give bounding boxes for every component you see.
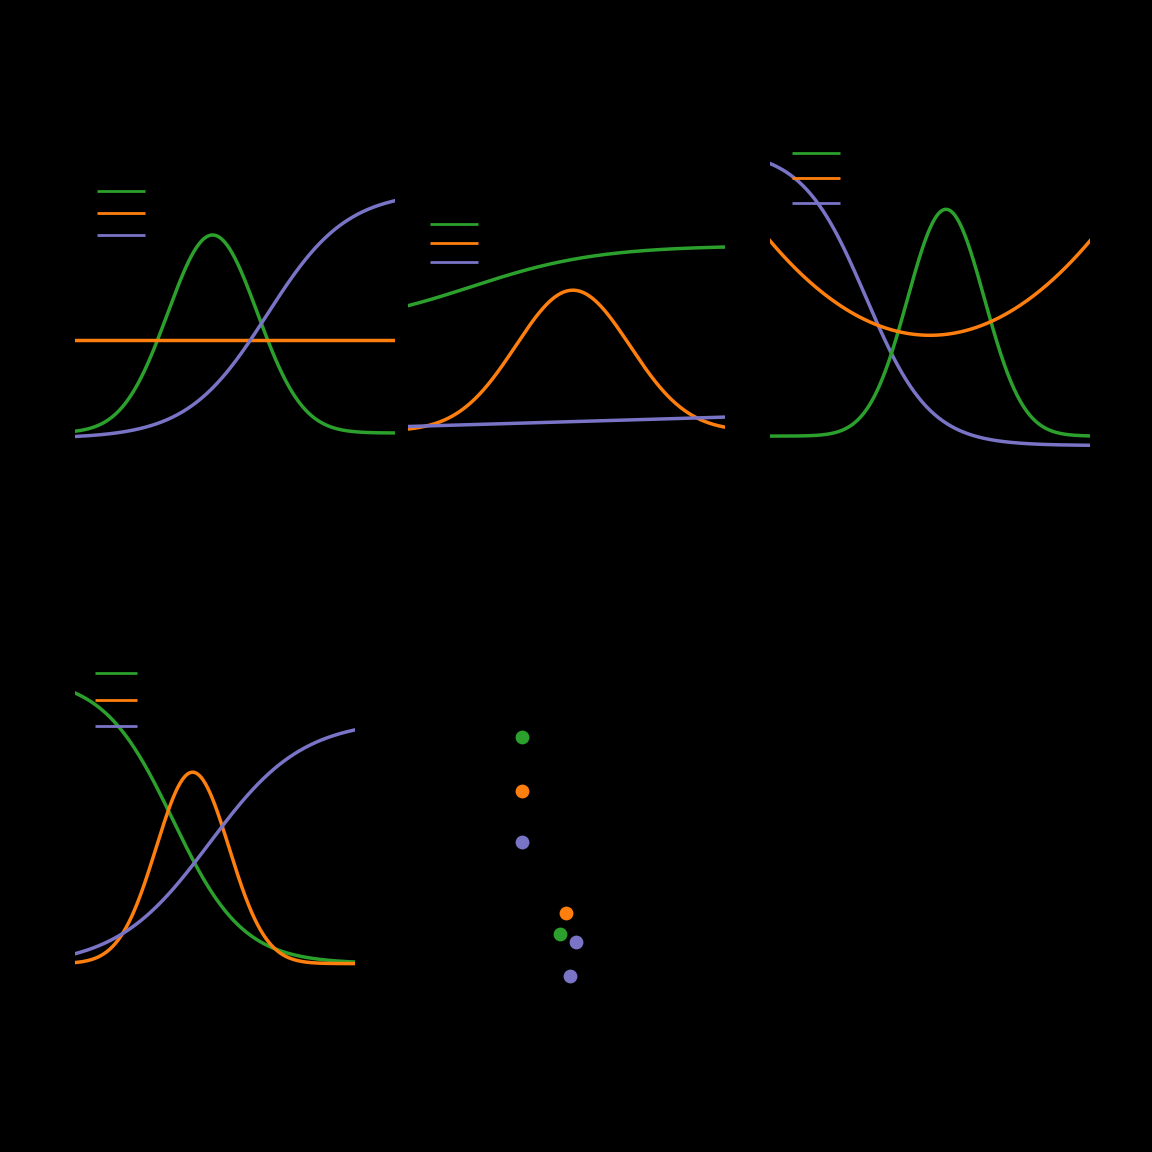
Point [513,727,531,745]
Point [558,904,576,923]
Point [513,833,531,851]
Point [567,933,585,952]
Point [551,925,569,943]
Point [560,967,578,985]
Point [513,782,531,801]
